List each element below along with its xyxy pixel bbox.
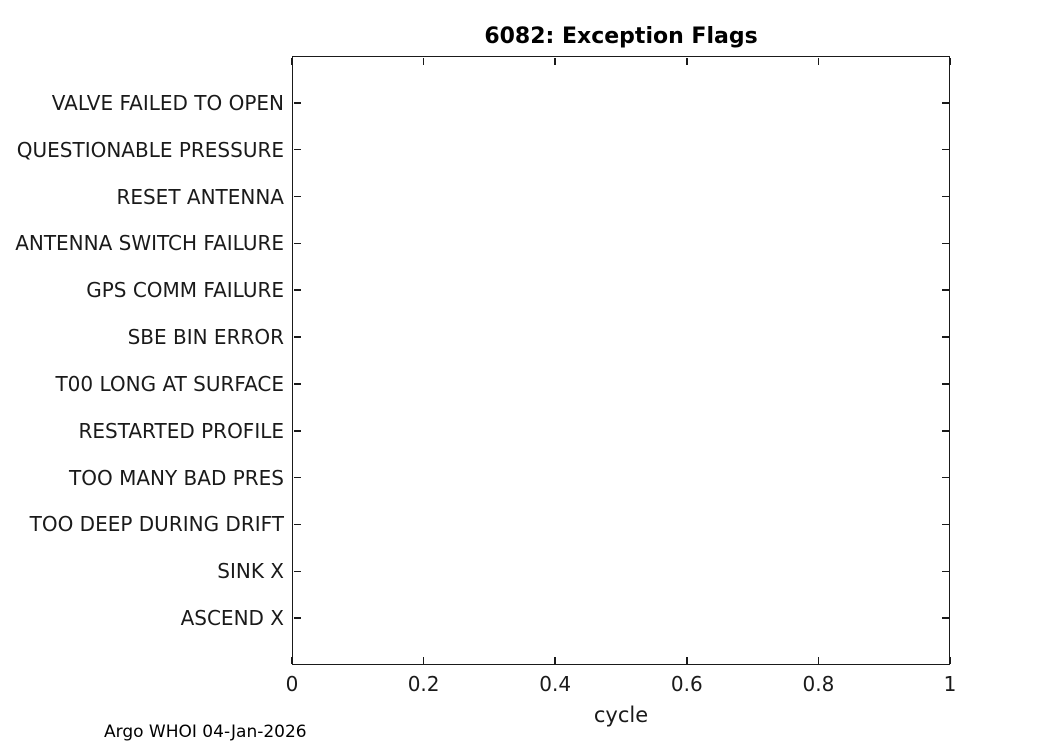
x-tick-mark-top [554,57,556,65]
x-tick-label: 0.2 [407,672,440,696]
y-tick-label: GPS COMM FAILURE [86,278,284,303]
plot-area [292,56,950,665]
x-tick-label: 0.6 [670,672,703,696]
y-tick-label: T00 LONG AT SURFACE [55,371,284,396]
y-tick-mark-left [293,476,301,479]
y-tick-mark-left [293,336,301,338]
y-tick-mark-right [941,617,949,619]
y-tick-label: RESTARTED PROFILE [78,418,284,443]
y-tick-label: SINK X [217,559,284,584]
y-tick-mark-right [941,289,949,291]
y-tick-label: TOO MANY BAD PRES [69,465,284,490]
x-tick-mark-bottom [817,656,820,664]
y-tick-label: RESET ANTENNA [116,184,284,209]
y-tick-label: QUESTIONABLE PRESSURE [16,137,284,162]
y-tick-mark-right [941,242,949,245]
y-tick-mark-left [293,383,301,385]
chart-title: 6082: Exception Flags [484,24,758,49]
y-tick-mark-right [941,383,949,385]
y-tick-label: TOO DEEP DURING DRIFT [29,512,284,537]
y-tick-label: ASCEND X [180,606,284,631]
x-tick-label: 0.8 [802,672,835,696]
x-tick-mark-top [422,57,425,65]
x-tick-mark-bottom [949,656,951,664]
x-tick-label: 1 [943,672,957,696]
y-tick-mark-right [941,195,949,198]
x-tick-mark-top [686,57,688,65]
y-tick-mark-left [293,102,301,104]
x-tick-label: 0 [285,672,299,696]
x-tick-mark-top [949,57,951,65]
x-tick-mark-top [291,57,293,65]
y-tick-mark-left [293,523,301,526]
y-tick-label: SBE BIN ERROR [127,325,284,350]
y-tick-mark-right [941,430,949,432]
x-axis-label: cycle [593,703,649,727]
x-tick-mark-top [817,57,820,65]
y-tick-mark-left [293,289,301,291]
y-tick-mark-left [293,242,301,245]
y-tick-mark-left [293,570,301,573]
y-tick-mark-right [941,523,949,526]
y-tick-label: ANTENNA SWITCH FAILURE [15,231,284,256]
x-tick-mark-bottom [554,656,556,664]
y-tick-mark-left [293,617,301,619]
y-tick-mark-right [941,476,949,479]
x-tick-mark-bottom [291,656,293,664]
y-tick-mark-right [941,148,949,151]
y-tick-mark-right [941,102,949,104]
x-tick-mark-bottom [686,656,688,664]
y-tick-mark-right [941,570,949,573]
y-tick-mark-left [293,430,301,432]
footer-text: Argo WHOI 04-Jan-2026 [104,722,307,742]
y-tick-mark-left [293,148,301,151]
y-tick-label: VALVE FAILED TO OPEN [51,90,284,115]
x-tick-mark-bottom [422,656,425,664]
y-tick-mark-right [941,336,949,338]
x-tick-label: 0.4 [539,672,572,696]
y-tick-mark-left [293,195,301,198]
